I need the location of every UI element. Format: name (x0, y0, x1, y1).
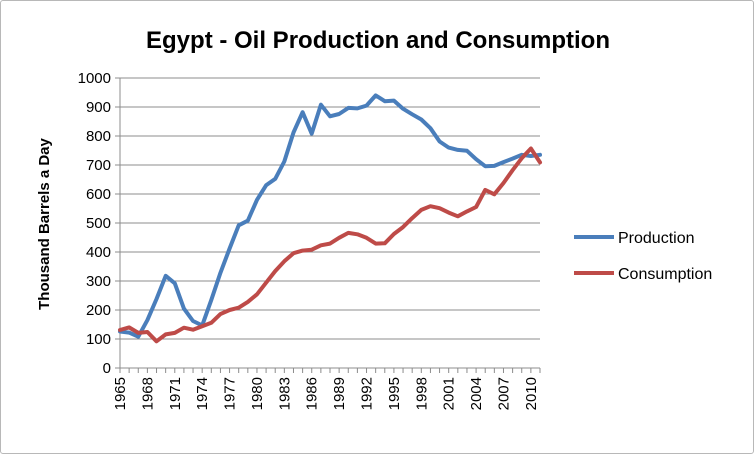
y-tick-labels: 0 100 200 300 400 500 600 700 800 900 1000 (78, 70, 111, 377)
x-tick-label: 1998 (413, 377, 430, 410)
x-tick-label: 1983 (276, 377, 293, 410)
x-tick-label: 1977 (222, 377, 239, 410)
legend: Production Consumption (574, 230, 712, 283)
y-tick-label: 0 (103, 360, 111, 377)
x-tick-label: 2007 (495, 377, 512, 410)
gridlines (115, 77, 540, 369)
axes (119, 78, 541, 373)
y-tick-label: 100 (86, 331, 111, 348)
y-tick-label: 600 (86, 186, 111, 203)
y-tick-label: 800 (86, 128, 111, 145)
y-tick-label: 500 (86, 215, 111, 232)
x-tick-label: 1992 (359, 377, 376, 410)
x-tick-label: 1971 (167, 377, 184, 410)
y-tick-label: 1000 (78, 70, 111, 87)
x-tick-label: 1965 (112, 377, 129, 410)
y-tick-label: 900 (86, 99, 111, 116)
x-tick-label: 1986 (304, 377, 321, 410)
x-tick-label: 1974 (194, 377, 211, 410)
x-tick-label: 2001 (441, 377, 458, 410)
series-line-consumption (118, 146, 542, 344)
y-tick-label: 400 (86, 244, 111, 261)
x-tick-label: 1989 (331, 377, 348, 410)
legend-label-consumption: Consumption (618, 266, 712, 283)
y-tick-label: 200 (86, 302, 111, 319)
series-line-production (118, 93, 542, 339)
series-lines (118, 93, 542, 344)
x-tick-label: 1968 (139, 377, 156, 410)
legend-label-production: Production (618, 230, 695, 247)
x-tick-labels: 1965 1968 1971 1974 1977 1980 1983 1986 1989 1992… (112, 377, 540, 410)
y-axis-label: Thousand Barrels a Day (36, 137, 53, 309)
x-tick-label: 1995 (386, 377, 403, 410)
x-tick-label: 2010 (523, 377, 540, 410)
y-tick-label: 300 (86, 273, 111, 290)
x-tick-label: 2004 (468, 377, 485, 410)
y-tick-label: 700 (86, 157, 111, 174)
x-tick-label: 1980 (249, 377, 266, 410)
chart-title: Egypt - Oil Production and Consumption (146, 27, 610, 54)
